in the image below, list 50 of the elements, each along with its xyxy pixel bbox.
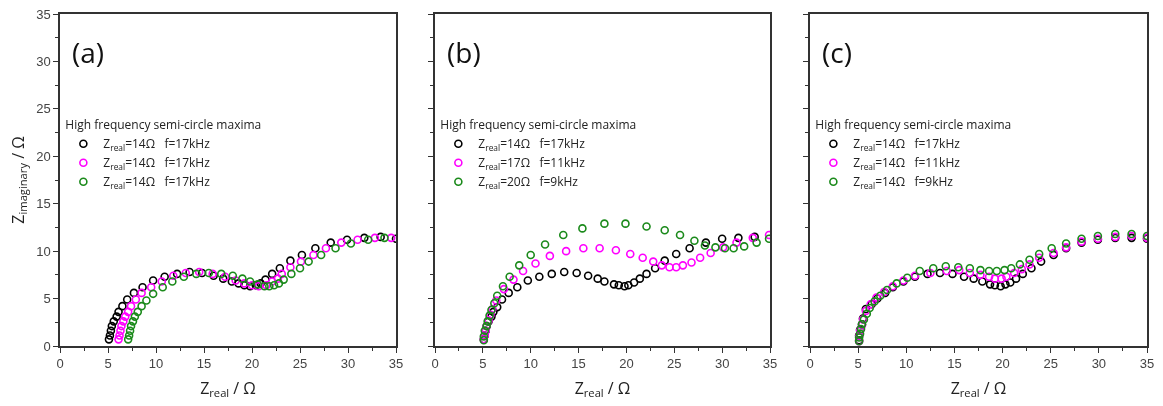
- legend-label: Z$_{real}$=14Ω f=9kHz: [853, 173, 954, 191]
- x-tick-label: 35: [388, 356, 404, 372]
- legend-label: Z$_{real}$=14Ω f=17kHz: [103, 173, 211, 191]
- x-tick-label: 15: [196, 356, 212, 372]
- x-axis-title: Z$_{real}$ / Ω: [200, 376, 256, 400]
- x-tick-label: 0: [56, 356, 64, 372]
- x-tick-label: 0: [806, 356, 814, 372]
- x-tick-label: 30: [1091, 356, 1107, 372]
- x-tick-label: 25: [1043, 356, 1058, 372]
- x-tick-label: 20: [995, 356, 1010, 372]
- y-tick-label: 10: [36, 243, 51, 259]
- annotation: (b): [447, 33, 481, 71]
- x-tick-label: 10: [148, 356, 164, 372]
- x-axis-title: Z$_{real}$ / Ω: [950, 376, 1007, 400]
- x-tick-label: 20: [619, 356, 634, 372]
- x-tick-label: 5: [104, 356, 112, 372]
- y-tick-label: 35: [36, 6, 51, 22]
- x-tick-label: 15: [947, 356, 962, 372]
- x-tick-label: 30: [340, 356, 356, 372]
- legend-label: Z$_{real}$=14Ω f=17kHz: [103, 154, 211, 172]
- legend-label: Z$_{real}$=14Ω f=17kHz: [103, 135, 211, 153]
- y-tick-label: 0: [43, 338, 51, 354]
- y-tick-label: 5: [43, 291, 51, 307]
- annotation: (a): [72, 33, 105, 71]
- x-tick-label: 5: [854, 356, 862, 372]
- x-tick-label: 5: [479, 356, 487, 372]
- legend-label: Z$_{real}$=20Ω f=9kHz: [478, 173, 579, 191]
- x-tick-label: 10: [523, 356, 538, 372]
- x-tick-label: 25: [292, 356, 308, 372]
- legend-title: High frequency semi-circle maxima: [65, 116, 262, 134]
- x-tick-label: 35: [1139, 356, 1155, 372]
- x-tick-label: 25: [667, 356, 682, 372]
- x-tick-label: 0: [431, 356, 439, 372]
- annotation: (c): [822, 33, 852, 71]
- legend-label: Z$_{real}$=14Ω f=17kHz: [853, 135, 961, 153]
- y-tick-label: 25: [36, 101, 51, 117]
- legend-label: Z$_{real}$=14Ω f=17kHz: [478, 135, 586, 153]
- y-tick-label: 30: [36, 53, 51, 69]
- x-axis-title: Z$_{real}$ / Ω: [574, 376, 631, 400]
- legend-label: Z$_{real}$=14Ω f=11kHz: [853, 154, 961, 172]
- x-tick-label: 10: [899, 356, 914, 372]
- legend-title: High frequency semi-circle maxima: [815, 116, 1012, 134]
- y-tick-label: 15: [36, 196, 51, 212]
- y-tick-label: 20: [36, 148, 51, 164]
- x-tick-label: 35: [762, 356, 778, 372]
- x-tick-label: 30: [714, 356, 730, 372]
- legend-label: Z$_{real}$=17Ω f=11kHz: [478, 154, 586, 172]
- x-tick-label: 15: [571, 356, 586, 372]
- legend-title: High frequency semi-circle maxima: [440, 116, 637, 134]
- x-tick-label: 20: [244, 356, 260, 372]
